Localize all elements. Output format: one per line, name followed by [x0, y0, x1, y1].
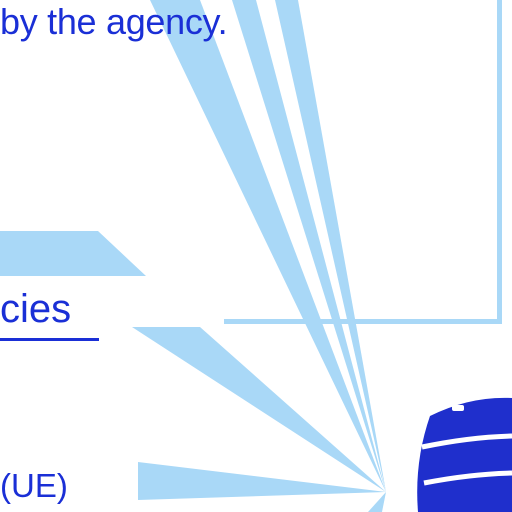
device-slot	[452, 405, 464, 411]
frame-right-edge	[497, 0, 502, 324]
beam-top-1	[150, 0, 386, 492]
beam-left-mid	[132, 327, 386, 492]
frame-box	[224, 0, 502, 324]
caption-text: by the agency.	[0, 1, 228, 42]
beam-left-low	[138, 462, 386, 500]
beam-top-3	[275, 0, 386, 492]
beam-bottom	[368, 492, 386, 512]
device-band-1	[421, 433, 512, 450]
antenna-base-station-icon	[417, 397, 512, 512]
device-band-2	[423, 470, 512, 486]
device-body	[417, 397, 512, 512]
ue-label: (UE)	[0, 467, 68, 504]
frame-bottom-edge	[224, 319, 502, 324]
link-underline	[0, 338, 99, 341]
beam-top-2	[232, 0, 386, 492]
beam-left-upper	[0, 231, 146, 276]
signal-beams	[0, 0, 386, 512]
agencies-link[interactable]: cies	[0, 287, 72, 331]
